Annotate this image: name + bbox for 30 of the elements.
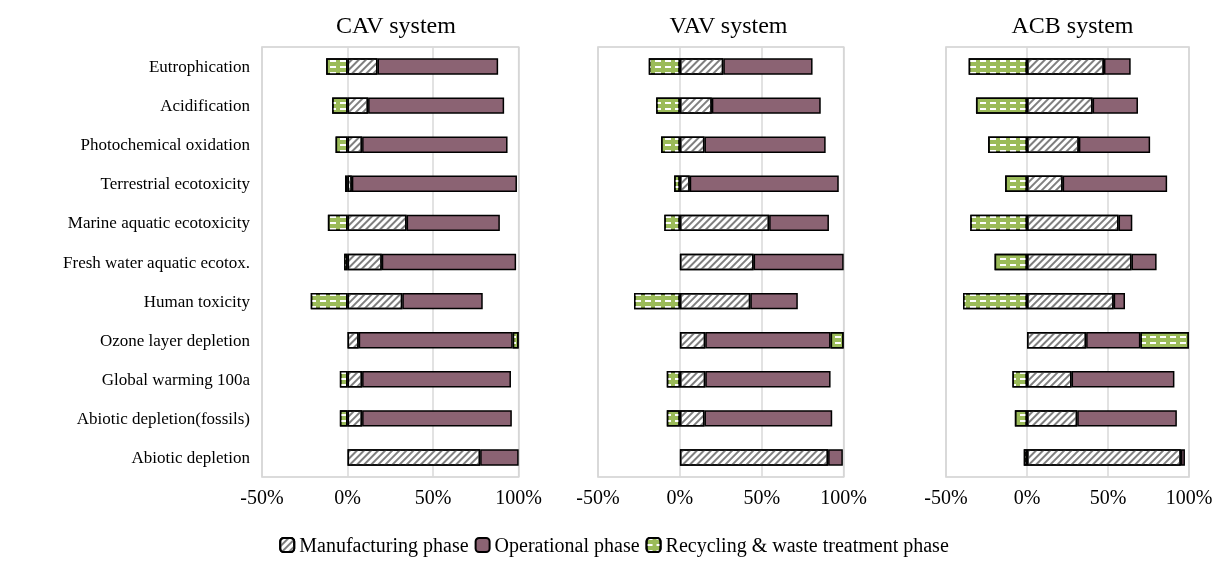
bar [351,175,517,193]
x-tick-label: -50% [924,486,968,508]
x-tick-label: -50% [576,486,620,508]
legend-label: Operational phase [494,534,640,557]
x-tick-label: 100% [820,486,868,508]
x-tick-label: 100% [1165,486,1213,508]
y-tick-label: Abiotic depletion [131,447,251,467]
y-tick-label: Fresh water aquatic ecotox. [63,252,250,272]
y-tick-label: Abiotic depletion(fossils) [76,408,250,428]
y-tick-label: Global warming 100a [101,369,251,389]
x-tick-label: -50% [240,486,284,508]
y-tick-label: Human toxicity [143,291,251,311]
x-tick-label: 100% [495,486,543,508]
y-tick-label: Eutrophication [148,57,251,77]
legend-label: Manufacturing phase [299,534,469,557]
x-tick-label: 0% [1013,486,1041,508]
chart-title: CAV system [336,12,457,38]
x-tick-label: 50% [743,486,781,508]
y-tick-label: Terrestrial ecotoxicity [100,174,251,194]
y-tick-label: Ozone layer depletion [99,330,251,350]
y-tick-label: Acidification [160,96,251,116]
y-tick-label: Photochemical oxidation [80,135,251,155]
chart-title: ACB system [1011,12,1134,38]
x-tick-label: 50% [1089,486,1127,508]
chart-title: VAV system [669,12,788,38]
x-tick-label: 0% [334,486,361,508]
y-tick-label: Marine aquatic ecotoxicity [67,213,251,233]
legend-label: Recycling & waste treatment phase [665,534,949,557]
x-tick-label: 50% [414,486,452,508]
x-tick-label: 0% [666,486,694,508]
